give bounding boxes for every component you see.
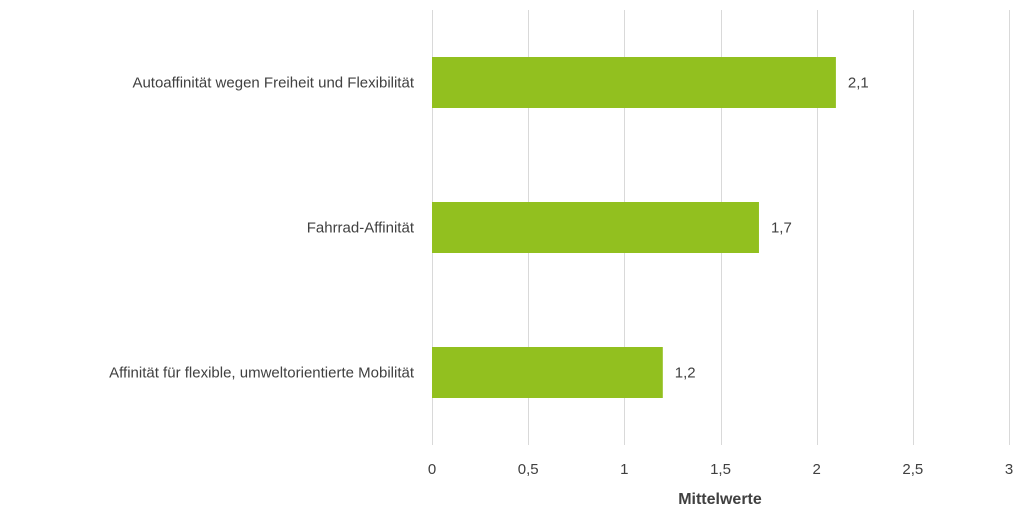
- x-axis-title: Mittelwerte: [678, 491, 762, 508]
- category-label-0: Autoaffinität wegen Freiheit und Flexibi…: [132, 75, 414, 92]
- value-label-1: 1,7: [771, 220, 792, 237]
- x-tick-label-3: 1,5: [710, 461, 731, 478]
- category-label-1: Fahrrad-Affinität: [307, 220, 415, 237]
- x-tick-label-4: 2: [812, 461, 820, 478]
- bars: [432, 57, 836, 398]
- bar-1: [432, 202, 759, 253]
- x-axis-tick-labels: 0 0,5 1 1,5 2 2,5 3: [428, 461, 1013, 478]
- x-tick-label-5: 2,5: [902, 461, 923, 478]
- x-tick-label-2: 1: [620, 461, 628, 478]
- value-labels: 2,1 1,7 1,2: [675, 75, 869, 382]
- x-tick-label-1: 0,5: [518, 461, 539, 478]
- value-label-0: 2,1: [848, 75, 869, 92]
- category-labels: Autoaffinität wegen Freiheit und Flexibi…: [109, 75, 415, 382]
- value-label-2: 1,2: [675, 365, 696, 382]
- bar-2: [432, 347, 663, 398]
- bar-0: [432, 57, 836, 108]
- x-tick-label-6: 3: [1005, 461, 1013, 478]
- category-label-2: Affinität für flexible, umweltorientiert…: [109, 365, 415, 382]
- x-tick-label-0: 0: [428, 461, 436, 478]
